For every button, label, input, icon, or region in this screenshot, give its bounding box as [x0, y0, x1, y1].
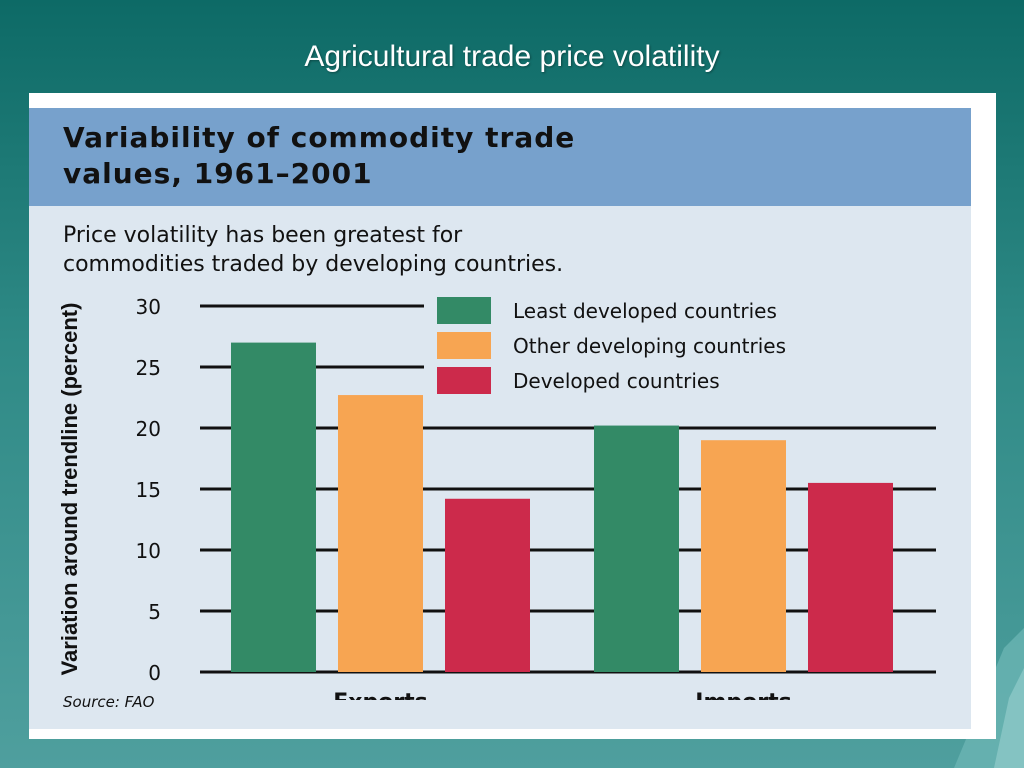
x-category-label: Exports — [333, 690, 428, 700]
legend-label: Least developed countries — [513, 299, 777, 323]
source-note: Source: FAO — [63, 693, 155, 711]
slide-title: Agricultural trade price volatility — [304, 40, 720, 73]
y-axis-label: Variation around trendline (percent) — [57, 303, 82, 676]
x-category-label: Imports — [695, 690, 791, 700]
chart-subtitle-line2: commodities traded by developing countri… — [63, 252, 564, 277]
bar — [338, 395, 423, 672]
chart-header-band — [29, 108, 971, 206]
legend-swatch — [437, 367, 491, 394]
chart-title-line1: Variability of commodity trade — [63, 121, 576, 154]
legend-swatch — [437, 297, 491, 324]
y-tick-label: 10 — [136, 539, 161, 563]
bar-chart: 0 5 10 15 20 25 30 Variation around trendline (… — [57, 295, 936, 700]
bar — [594, 425, 679, 672]
legend-label: Other developing countries — [513, 334, 786, 358]
chart-title-line2: values, 1961–2001 — [63, 157, 373, 190]
y-tick-label: 20 — [136, 417, 161, 441]
bar — [445, 498, 530, 672]
legend-label: Developed countries — [513, 369, 720, 393]
y-tick-label: 0 — [148, 661, 161, 685]
bar — [808, 482, 893, 672]
y-tick-label: 25 — [136, 356, 161, 380]
chart-subtitle-line1: Price volatility has been greatest for — [63, 223, 463, 248]
chart-subtitle: Price volatility has been greatest for c… — [63, 221, 943, 279]
bar — [231, 342, 316, 672]
bar — [701, 440, 786, 672]
y-tick-label: 5 — [148, 600, 161, 624]
legend-swatch — [437, 332, 491, 359]
chart-title: Variability of commodity trade values, 1… — [63, 120, 943, 192]
y-tick-label: 30 — [136, 295, 161, 319]
y-tick-label: 15 — [136, 478, 161, 502]
